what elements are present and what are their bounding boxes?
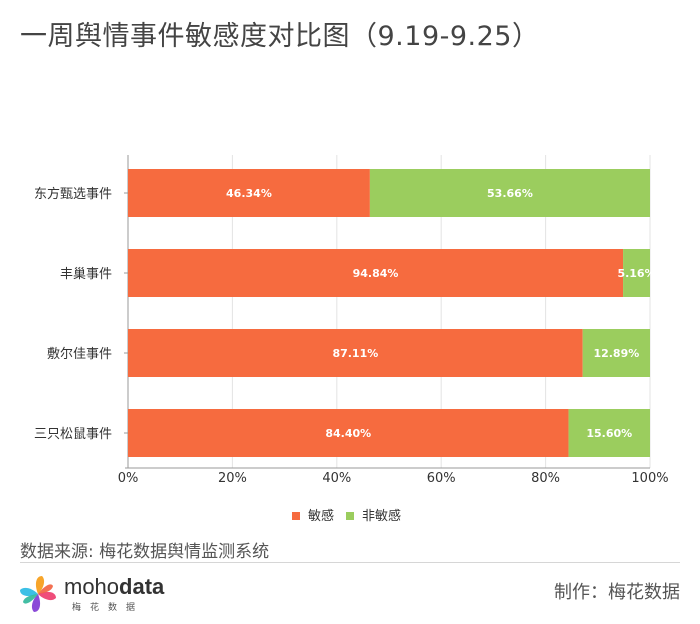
pinwheel-logo-icon — [20, 576, 56, 612]
data-label: 53.66% — [487, 187, 533, 200]
category-label: 丰巢事件 — [60, 267, 112, 282]
legend-swatch — [346, 512, 354, 520]
data-label: 15.60% — [586, 427, 632, 440]
x-tick-label: 40% — [322, 471, 351, 486]
data-label: 94.84% — [353, 267, 399, 280]
footer-divider — [20, 562, 680, 563]
data-label: 84.40% — [325, 427, 371, 440]
bar-segment — [128, 329, 583, 377]
x-tick-label: 100% — [631, 471, 668, 486]
bar-segment — [128, 169, 370, 217]
legend-swatch — [292, 512, 300, 520]
brand-subtitle: 梅花数据 — [72, 603, 145, 613]
bar-segment — [623, 249, 650, 297]
bar-segment — [568, 409, 650, 457]
bar-segment — [582, 329, 650, 377]
chart-title: 一周舆情事件敏感度对比图（9.19-9.25） — [20, 21, 540, 52]
x-tick-label: 20% — [218, 471, 247, 486]
category-label: 敷尔佳事件 — [47, 347, 112, 362]
data-source-note: 数据来源: 梅花数据舆情监测系统 — [20, 542, 270, 562]
legend-label: 非敏感 — [362, 508, 401, 524]
data-label: 12.89% — [593, 347, 639, 360]
x-tick-label: 60% — [427, 471, 456, 486]
data-label: 87.11% — [332, 347, 378, 360]
brand-wordmark: mohodata — [64, 574, 165, 599]
x-tick-label: 80% — [531, 471, 560, 486]
category-label: 三只松鼠事件 — [34, 427, 112, 442]
x-tick-label: 0% — [118, 471, 139, 486]
data-label: 46.34% — [226, 187, 272, 200]
category-label: 东方甄选事件 — [34, 186, 112, 202]
bar-segment — [128, 249, 624, 297]
credit-note: 制作：梅花数据 — [554, 582, 680, 603]
data-label: 5.16% — [617, 267, 655, 280]
bar-segment — [128, 409, 569, 457]
legend-label: 敏感 — [308, 508, 334, 524]
bar-segment — [369, 169, 650, 217]
stacked-bar-chart: 0% 20% 40% 60% 80% 100% 东方甄选事件 46.34% 53.66% 丰巢事件… — [34, 155, 669, 524]
